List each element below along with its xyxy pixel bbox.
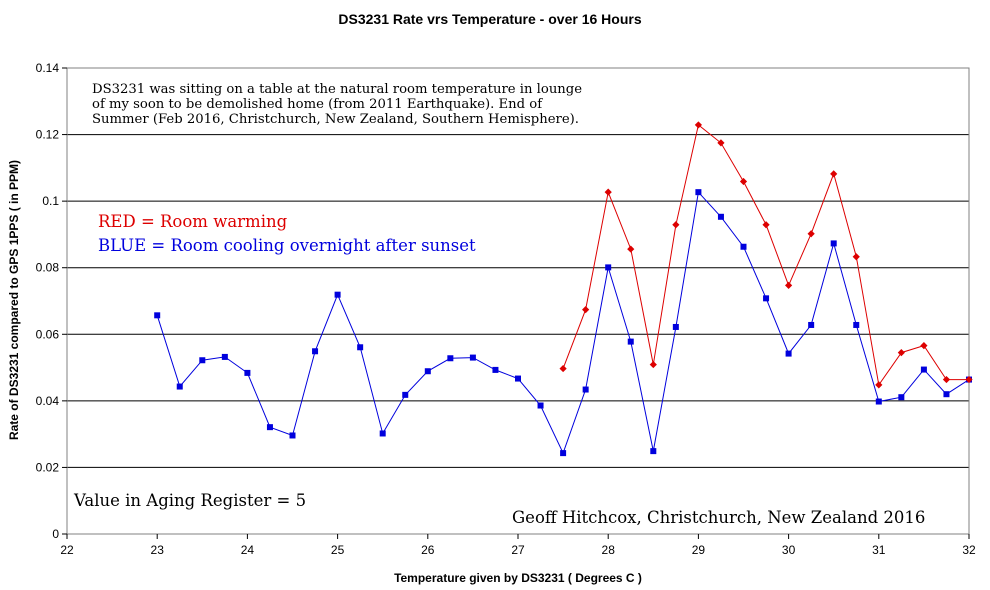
data-point <box>830 240 837 247</box>
data-point <box>447 355 454 362</box>
x-tick-label: 31 <box>872 543 886 557</box>
data-point <box>695 189 702 196</box>
y-tick-label: 0.1 <box>42 194 59 208</box>
x-tick-label: 24 <box>241 543 255 557</box>
y-tick-label: 0.12 <box>36 128 60 142</box>
data-point <box>875 381 883 389</box>
data-point <box>785 281 793 289</box>
data-point <box>537 402 544 409</box>
data-point <box>266 424 273 431</box>
note-line-1: DS3231 was sitting on a table at the nat… <box>92 82 582 97</box>
y-tick-label: 0 <box>52 527 59 541</box>
series-layer <box>154 121 973 457</box>
data-point <box>763 295 770 302</box>
series-1 <box>559 121 973 389</box>
gridlines <box>67 67 969 468</box>
data-point <box>740 243 747 250</box>
data-point <box>582 306 590 314</box>
y-tick-labels: 0 0.02 0.04 0.06 0.08 0.1 0.12 0.14 <box>36 61 67 541</box>
data-point <box>560 450 567 457</box>
data-point <box>605 264 612 271</box>
data-point <box>762 221 770 229</box>
x-tick-labels: 22 23 24 25 26 27 28 29 30 31 32 <box>60 534 976 557</box>
data-point <box>898 394 905 401</box>
data-point <box>176 383 183 390</box>
data-point <box>807 230 815 238</box>
x-tick-label: 27 <box>511 543 525 557</box>
chart-title: DS3231 Rate vrs Temperature - over 16 Ho… <box>338 11 641 27</box>
x-tick-label: 30 <box>782 543 796 557</box>
series-line <box>156 191 970 455</box>
data-point <box>582 386 589 393</box>
data-point <box>627 338 634 345</box>
data-point <box>920 342 928 350</box>
data-point <box>739 177 748 186</box>
x-tick-label: 32 <box>962 543 976 557</box>
data-point <box>515 375 521 382</box>
x-tick-label: 23 <box>151 543 165 557</box>
y-tick-label: 0.14 <box>36 61 60 75</box>
data-point <box>830 170 838 178</box>
data-point <box>920 366 927 373</box>
data-point <box>897 348 905 357</box>
note-line-3: Summer (Feb 2016, Christchurch, New Zeal… <box>92 112 579 127</box>
plot-area <box>66 67 970 535</box>
series-line <box>562 124 969 387</box>
data-point <box>943 391 950 398</box>
x-tick-label: 28 <box>602 543 616 557</box>
data-point <box>334 291 341 298</box>
y-axis-label: Rate of DS3231 compared to GPS 1PPS ( in… <box>7 160 21 440</box>
data-point <box>357 344 364 351</box>
data-point <box>469 354 476 361</box>
data-point <box>559 364 567 373</box>
annotation-note: DS3231 was sitting on a table at the nat… <box>92 82 582 127</box>
data-point <box>604 188 612 196</box>
x-tick-label: 25 <box>331 543 345 557</box>
series-0 <box>154 189 972 457</box>
data-point <box>942 375 951 384</box>
data-point <box>424 368 431 375</box>
data-point <box>717 213 724 220</box>
red-legend-label: RED = Room warming <box>98 212 288 231</box>
y-tick-label: 0.02 <box>36 460 60 474</box>
data-point <box>312 348 319 355</box>
data-point <box>649 360 657 369</box>
x-axis-label: Temperature given by DS3231 ( Degrees C … <box>394 571 642 585</box>
y-tick-label: 0.04 <box>36 394 60 408</box>
data-point <box>808 321 815 328</box>
data-point <box>853 321 860 328</box>
y-tick-label: 0.08 <box>36 261 60 275</box>
data-point <box>154 312 161 319</box>
data-point <box>852 253 860 261</box>
data-point <box>289 432 296 439</box>
data-point <box>875 398 882 405</box>
note-line-2: of my soon to be demolished home (from 2… <box>92 97 543 112</box>
data-point <box>402 391 409 398</box>
x-tick-label: 29 <box>692 543 706 557</box>
data-point <box>199 357 206 364</box>
data-point <box>694 121 702 129</box>
aging-register-label: Value in Aging Register = 5 <box>73 491 306 510</box>
author-credit: Geoff Hitchcox, Christchurch, New Zealan… <box>512 508 925 527</box>
data-point <box>965 375 973 384</box>
data-point <box>672 221 680 229</box>
data-point <box>650 448 657 455</box>
data-point <box>717 139 725 147</box>
x-tick-label: 22 <box>60 543 74 557</box>
data-point <box>627 245 635 253</box>
y-tick-label: 0.06 <box>36 327 60 341</box>
data-point <box>785 350 792 357</box>
data-point <box>672 323 679 330</box>
x-tick-label: 26 <box>421 543 435 557</box>
data-point <box>221 353 228 360</box>
blue-legend-label: BLUE = Room cooling overnight after suns… <box>98 236 476 255</box>
data-point <box>379 430 386 437</box>
data-point <box>244 369 251 376</box>
data-point <box>492 366 499 373</box>
